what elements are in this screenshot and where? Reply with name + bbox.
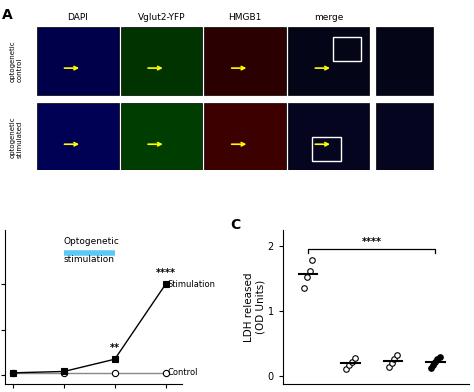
- Text: A: A: [2, 8, 13, 22]
- Bar: [376, 103, 433, 171]
- Text: Stimulation: Stimulation: [167, 280, 215, 289]
- Bar: [37, 27, 118, 95]
- Text: ****: ****: [362, 238, 382, 247]
- Bar: [204, 27, 286, 95]
- Text: stimulation: stimulation: [64, 255, 115, 264]
- Text: C: C: [230, 218, 241, 232]
- Bar: [204, 103, 286, 171]
- Y-axis label: LDH released
(OD Units): LDH released (OD Units): [245, 272, 266, 342]
- Text: ****: ****: [155, 267, 175, 278]
- Bar: [121, 27, 202, 95]
- Text: merge: merge: [314, 13, 344, 22]
- Text: Optogenetic: Optogenetic: [64, 237, 120, 246]
- Bar: [288, 103, 369, 171]
- Bar: [333, 38, 361, 61]
- Text: Control: Control: [167, 368, 198, 377]
- Bar: [37, 103, 118, 171]
- Bar: [312, 138, 341, 161]
- Text: **: **: [110, 343, 120, 353]
- Bar: [376, 27, 433, 95]
- Text: optogenetic
stimulated: optogenetic stimulated: [9, 116, 22, 158]
- Text: Vglut2-YFP: Vglut2-YFP: [138, 13, 185, 22]
- Text: HMGB1: HMGB1: [228, 13, 262, 22]
- Text: DAPI: DAPI: [67, 13, 88, 22]
- Bar: [121, 103, 202, 171]
- Bar: [288, 27, 369, 95]
- Text: optogenetic
control: optogenetic control: [9, 40, 22, 82]
